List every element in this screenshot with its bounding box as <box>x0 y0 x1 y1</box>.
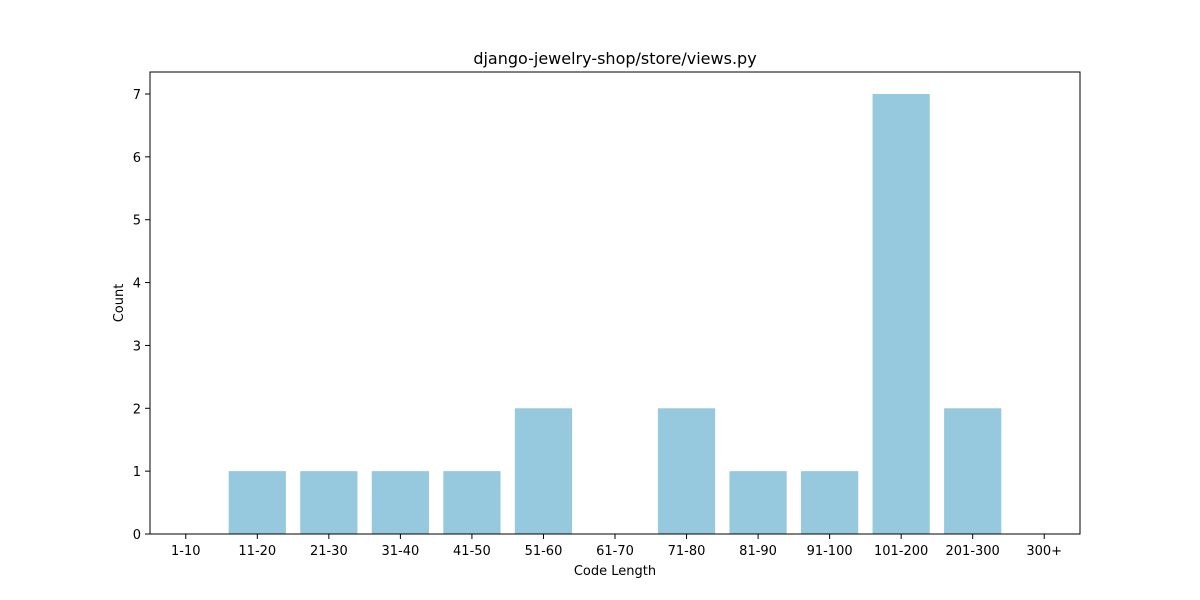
x-tick-label-1-10: 1-10 <box>171 544 201 559</box>
y-tick-label-4: 4 <box>133 277 141 292</box>
y-tick-label-2: 2 <box>133 402 141 417</box>
x-tick-label-81-90: 81-90 <box>739 544 777 559</box>
bar-11-20 <box>228 471 286 534</box>
x-tick-label-300+: 300+ <box>1026 544 1062 559</box>
y-tick-label-7: 7 <box>133 88 141 103</box>
plot-area: 1-10 11-20 21-30 31-40 41-50 51-60 61-70 71-80 8… <box>133 71 1081 559</box>
bar-71-80 <box>657 408 716 534</box>
bar-21-30 <box>300 471 358 534</box>
y-tick-label-1: 1 <box>133 465 141 480</box>
x-tick-label-201-300: 201-300 <box>946 544 1000 559</box>
bar-91-100 <box>801 471 859 534</box>
x-tick-label-11-20: 11-20 <box>238 544 276 559</box>
x-tick-label-91-100: 91-100 <box>807 544 853 559</box>
x-tick-label-61-70: 61-70 <box>596 544 634 559</box>
x-tick-label-31-40: 31-40 <box>381 544 419 559</box>
x-tick-label-21-30: 21-30 <box>310 544 348 559</box>
y-axis-label: Count <box>112 284 127 323</box>
y-tick-label-5: 5 <box>133 214 141 229</box>
x-axis-label: Code Length <box>574 564 656 579</box>
bar-51-60 <box>514 408 573 534</box>
x-tick-label-41-50: 41-50 <box>453 544 491 559</box>
y-tick-label-0: 0 <box>133 528 141 543</box>
y-tick-label-6: 6 <box>133 151 141 166</box>
x-tick-label-71-80: 71-80 <box>668 544 706 559</box>
y-tick-label-3: 3 <box>133 339 141 354</box>
bar-31-40 <box>371 471 429 534</box>
bar-41-50 <box>443 471 501 534</box>
plot-frame <box>149 71 1081 535</box>
x-tick-label-51-60: 51-60 <box>525 544 563 559</box>
x-tick-label-101-200: 101-200 <box>874 544 928 559</box>
bar-201-300 <box>944 408 1002 534</box>
bar-101-200 <box>872 94 930 534</box>
chart-title: django-jewelry-shop/store/views.py <box>473 49 756 68</box>
bar-81-90 <box>729 471 787 534</box>
